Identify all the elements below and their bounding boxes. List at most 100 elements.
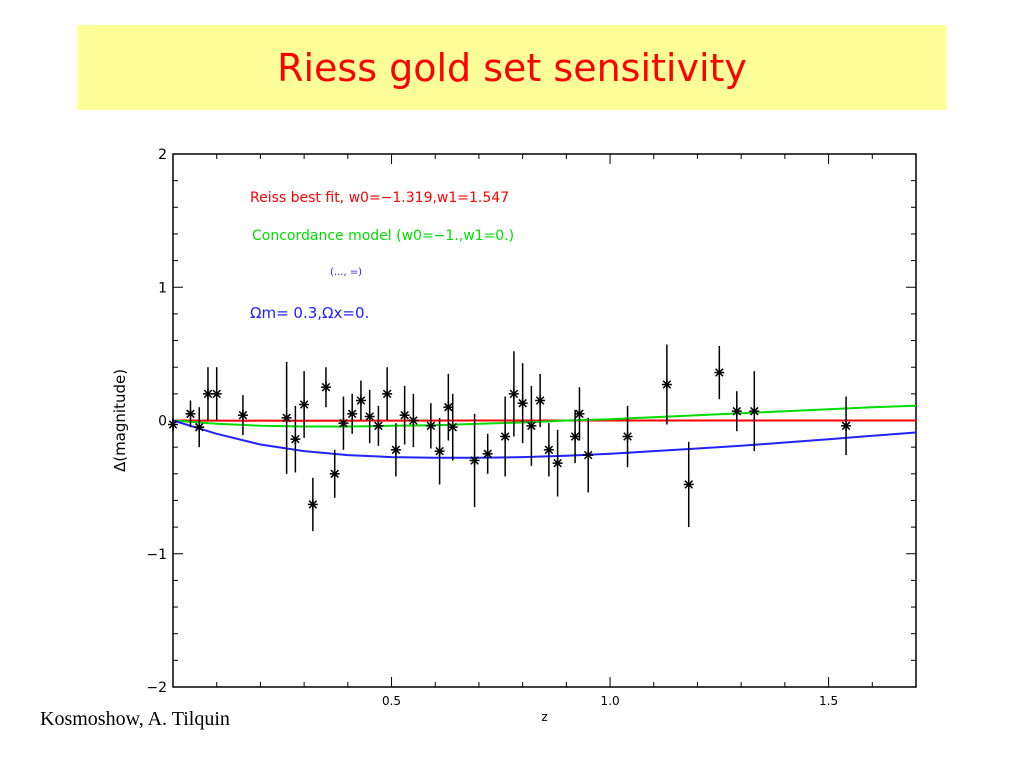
marker-stroke [483,449,492,459]
data-point [434,417,445,485]
data-point [194,407,205,448]
data-point [443,373,454,441]
series-line [172,404,917,428]
data-point [237,395,248,436]
marker-stroke [570,432,580,441]
data-point [168,417,178,432]
marker-stroke [575,409,584,419]
marker-stroke [291,434,300,444]
data-point [338,396,349,450]
marker-stroke [282,413,291,423]
data-point [299,371,310,438]
data-point [731,391,742,432]
marker-stroke [544,445,554,455]
marker-stroke [684,480,694,489]
data-point [508,351,519,437]
x-axis-title: z [541,710,547,724]
y-tick-label: −1 [146,547,167,563]
marker-stroke [623,432,632,441]
marker-stroke [186,409,195,419]
marker-stroke [553,458,562,468]
marker-stroke [535,396,545,405]
legend-entry: Reiss best fit, w0=−1.319,w1=1.547 [250,190,509,206]
data-point [408,393,419,448]
marker-stroke [347,409,357,419]
data-point [382,367,393,421]
data-point [500,396,511,477]
marker-stroke [409,416,418,425]
y-tick-label: 1 [158,280,167,296]
data-point [714,345,725,400]
data-point [320,367,331,408]
data-point [749,371,760,452]
marker-stroke [444,402,453,412]
marker-stroke [339,418,348,428]
data-point [526,385,537,466]
y-axis-title: Δ(magnitude) [111,369,129,472]
y-tick-label: 0 [158,414,167,430]
legend-entry: Ωm= 0.3,Ωx=0. [250,304,369,322]
legend-entry: (..., =) [330,267,362,278]
marker-stroke [426,421,436,431]
x-tick-label: 1.0 [601,694,620,708]
data-point [202,367,213,421]
marker-stroke [400,410,409,420]
data-point [373,405,384,446]
marker-stroke [715,368,724,377]
data-point [329,449,340,498]
data-point [390,423,401,477]
title-bar: Riess gold set sensitivity [77,25,947,110]
marker-stroke [448,422,457,432]
marker-stroke [583,450,593,460]
data-point [347,393,358,434]
data-point [517,363,528,444]
marker-stroke [168,420,178,429]
data-point [364,389,375,444]
marker-stroke [374,421,383,431]
data-point [399,385,410,445]
marker-stroke [203,389,213,399]
marker-stroke [299,400,309,409]
marker-stroke [518,398,527,408]
data-point [290,405,301,473]
marker-stroke [238,410,248,420]
data-point [281,361,292,474]
data-point [661,344,672,425]
data-point [683,441,694,528]
marker-stroke [470,456,479,465]
series-line [172,419,917,459]
data-point [570,409,581,464]
y-tick-label: 2 [158,147,167,163]
marker-stroke [356,396,366,405]
data-point [355,380,366,421]
data-point [574,387,585,441]
legend-entry: Concordance model (w0=−1.,w1=0.) [252,228,514,244]
marker-stroke [435,446,444,456]
marker-stroke [308,500,318,509]
data-point [469,413,480,508]
data-point [211,367,222,421]
data-point [482,433,493,474]
marker-stroke [365,412,374,421]
marker-stroke [732,406,742,416]
x-tick-label: 1.5 [819,694,838,708]
data-point [552,429,563,497]
data-point [447,393,458,461]
data-point [622,405,633,468]
data-point [841,396,852,456]
data-point [535,373,546,428]
x-tick-label: 0.5 [382,694,401,708]
data-point [307,477,318,532]
marker-stroke [841,421,851,431]
marker-stroke [500,432,510,441]
data-point [425,403,436,449]
marker-stroke [509,389,519,399]
marker-stroke [194,422,204,432]
data-point [543,423,554,477]
marker-stroke [662,380,672,389]
marker-stroke [382,389,392,399]
data-point [583,417,594,493]
marker-stroke [321,382,331,392]
slide-title: Riess gold set sensitivity [277,45,747,90]
